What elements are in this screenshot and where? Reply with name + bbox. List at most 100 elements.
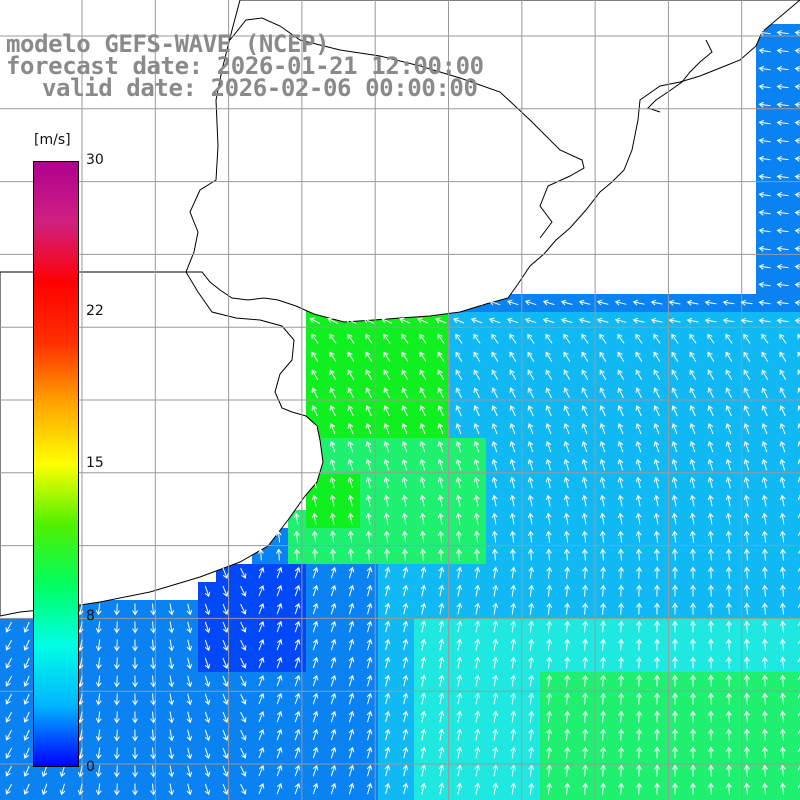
wind-arrow xyxy=(240,675,247,687)
wind-arrow xyxy=(794,119,800,126)
wind-arrow xyxy=(383,333,391,344)
wind-arrow xyxy=(473,333,481,344)
wind-speed-cell xyxy=(270,726,289,745)
wind-arrow xyxy=(186,621,193,634)
wind-arrow xyxy=(329,333,337,344)
wind-speed-cell xyxy=(468,744,487,763)
wind-speed-cell xyxy=(612,690,631,709)
wind-speed-cell xyxy=(666,798,685,800)
wind-arrow xyxy=(617,494,624,507)
wind-arrow xyxy=(510,656,517,669)
wind-speed-cell xyxy=(0,744,19,763)
wind-arrow xyxy=(150,783,157,796)
wind-speed-cell xyxy=(576,600,595,619)
wind-speed-cell xyxy=(18,654,37,673)
wind-speed-cell xyxy=(540,708,559,727)
wind-speed-cell xyxy=(576,798,595,800)
wind-arrow xyxy=(671,548,678,561)
wind-arrow xyxy=(743,333,751,344)
wind-arrow xyxy=(797,765,800,771)
wind-arrow xyxy=(419,494,426,507)
wind-speed-cell xyxy=(324,780,343,799)
wind-arrow xyxy=(653,548,660,561)
wind-arrow xyxy=(690,602,696,615)
wind-arrow xyxy=(366,602,373,615)
wind-speed-cell xyxy=(612,654,631,673)
wind-arrow xyxy=(600,566,607,579)
wind-arrow xyxy=(725,333,733,344)
wind-arrow xyxy=(347,512,354,525)
wind-arrow xyxy=(654,782,660,795)
wind-speed-cell xyxy=(630,600,649,619)
wind-speed-cell xyxy=(792,366,800,385)
wind-speed-cell xyxy=(18,636,37,655)
wind-speed-cell xyxy=(504,672,523,691)
wind-arrow xyxy=(582,620,589,633)
wind-arrow xyxy=(671,476,678,489)
wind-arrow xyxy=(383,405,390,417)
wind-speed-cell xyxy=(396,618,415,637)
wind-arrow xyxy=(617,440,624,453)
wind-arrow xyxy=(419,530,426,543)
wind-speed-cell xyxy=(612,744,631,763)
wind-arrow xyxy=(150,747,157,760)
wind-speed-cell xyxy=(342,762,361,781)
wind-arrow xyxy=(725,674,732,687)
wind-speed-cell xyxy=(558,744,577,763)
wind-speed-cell xyxy=(684,798,703,800)
wind-arrow xyxy=(474,566,481,579)
wind-arrow xyxy=(707,548,714,561)
wind-arrow xyxy=(776,65,789,72)
wind-speed-cell xyxy=(396,762,415,781)
wind-arrow xyxy=(474,584,481,597)
wind-speed-cell xyxy=(288,582,307,601)
wind-arrow xyxy=(581,494,588,507)
wind-arrow xyxy=(312,566,319,579)
wind-arrow xyxy=(654,602,660,615)
wind-arrow xyxy=(776,209,789,216)
wind-arrow xyxy=(420,728,427,741)
wind-arrow xyxy=(708,710,714,723)
wind-arrow xyxy=(563,458,570,471)
wind-speed-cell xyxy=(288,636,307,655)
wind-arrow xyxy=(725,656,732,669)
wind-arrow xyxy=(725,620,732,633)
wind-arrow xyxy=(150,765,157,778)
wind-arrow xyxy=(474,728,481,741)
wind-arrow xyxy=(560,317,573,324)
wind-arrow xyxy=(492,584,499,597)
wind-arrow xyxy=(294,584,301,597)
wind-arrow xyxy=(797,369,800,375)
wind-speed-cell xyxy=(522,744,541,763)
wind-arrow xyxy=(186,675,193,688)
wind-arrow xyxy=(743,405,750,417)
wind-arrow xyxy=(347,369,355,381)
wind-arrow xyxy=(563,405,570,417)
wind-arrow xyxy=(690,620,696,633)
wind-arrow xyxy=(779,405,786,417)
wind-arrow xyxy=(59,765,66,778)
wind-arrow xyxy=(668,299,681,306)
wind-arrow xyxy=(564,764,571,777)
wind-speed-cell xyxy=(792,348,800,367)
wind-arrow xyxy=(581,351,589,362)
wind-speed-cell xyxy=(486,618,505,637)
wind-arrow xyxy=(41,765,48,778)
wind-arrow xyxy=(455,548,462,561)
wind-arrow xyxy=(510,782,517,795)
wind-arrow xyxy=(600,692,607,705)
wind-arrow xyxy=(617,512,624,525)
wind-speed-cell xyxy=(288,564,307,583)
wind-arrow xyxy=(758,227,771,234)
wind-speed-cell xyxy=(486,798,505,800)
wind-speed-cell xyxy=(468,780,487,799)
wind-arrow xyxy=(240,783,247,795)
wind-speed-cell xyxy=(432,672,451,691)
wind-arrow xyxy=(581,458,588,471)
wind-arrow xyxy=(776,83,789,90)
wind-arrow xyxy=(488,317,501,324)
wind-speed-cell xyxy=(522,726,541,745)
wind-arrow xyxy=(474,782,481,795)
wind-arrow xyxy=(257,548,264,561)
wind-arrow xyxy=(776,227,789,234)
